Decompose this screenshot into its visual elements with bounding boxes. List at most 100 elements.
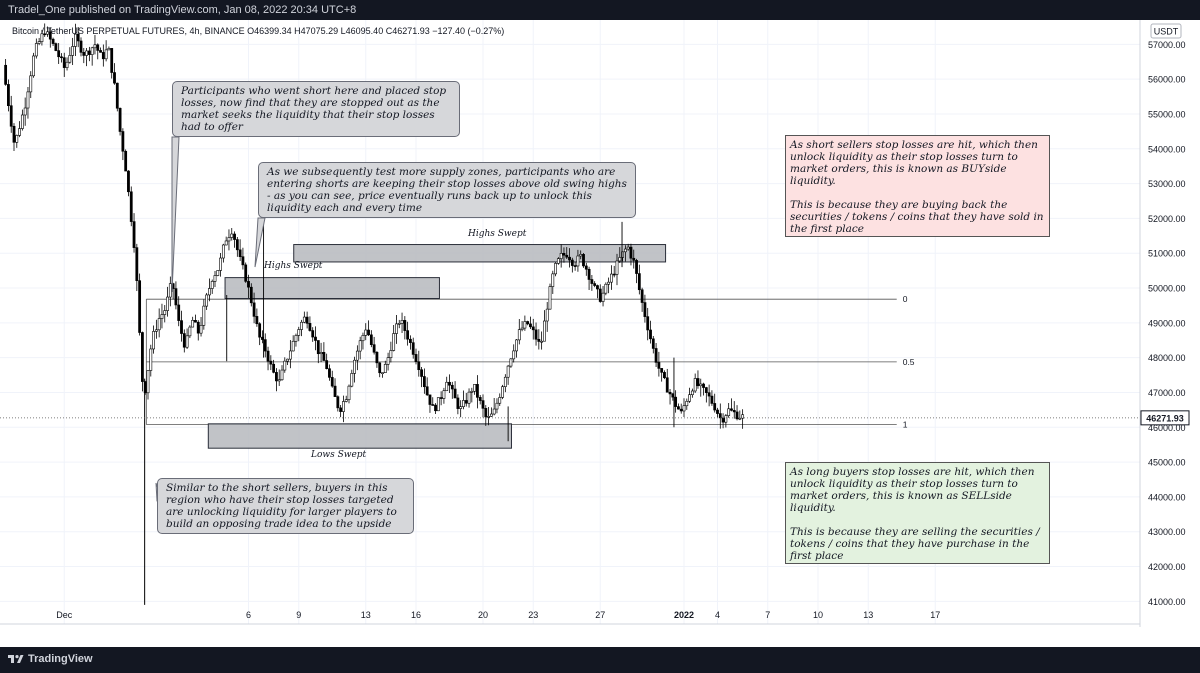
candle-body [188, 326, 192, 337]
candle-body [319, 352, 323, 355]
candle [649, 320, 652, 344]
sellside-liquidity-note[interactable]: As long buyers stop losses are hit, whic… [785, 462, 1050, 564]
candle-body [545, 308, 549, 322]
candle-body [135, 247, 139, 281]
candle [610, 265, 613, 290]
candle-body [269, 360, 273, 365]
candle-body [283, 360, 287, 371]
callout-supply-zones[interactable]: As we subsequently test more supply zone… [258, 162, 636, 218]
candle-body [230, 233, 234, 238]
candle [85, 47, 88, 67]
time-tick-label: Dec [56, 610, 73, 620]
candle-body [651, 338, 655, 349]
candle-body [37, 41, 41, 44]
candle-body [286, 358, 289, 362]
candle [369, 330, 373, 348]
candle-body [160, 314, 164, 319]
candle-body [593, 283, 597, 286]
candle-body [623, 248, 627, 253]
currency-badge[interactable]: USDT [1150, 23, 1182, 39]
price-tick-label: 52000.00 [1148, 214, 1186, 224]
candle [677, 403, 680, 410]
candle [741, 409, 745, 429]
candle [57, 43, 61, 64]
candle [46, 26, 49, 37]
candle [76, 27, 80, 48]
candle [344, 395, 348, 403]
candle [319, 342, 323, 363]
candle [503, 374, 507, 393]
candle-body [389, 350, 393, 359]
candle [29, 71, 33, 99]
candle-body [635, 260, 638, 274]
candle-body [233, 233, 236, 240]
candle [277, 369, 281, 386]
candle [196, 320, 200, 341]
candle-body [395, 323, 398, 334]
candle-body [400, 320, 404, 324]
candle [526, 320, 530, 326]
candle-body [607, 281, 611, 285]
price-tick-label: 48000.00 [1148, 353, 1186, 363]
candle-body [559, 253, 563, 259]
candle [322, 342, 326, 361]
candle [305, 311, 309, 329]
candle-body [422, 376, 426, 388]
candle [727, 403, 731, 418]
candle [127, 170, 130, 197]
liquidity-zones[interactable] [207, 244, 667, 449]
candle-body [459, 406, 463, 409]
candle [436, 397, 440, 412]
candle [716, 407, 719, 418]
candle [4, 59, 8, 86]
candle [551, 270, 555, 294]
candle [428, 394, 432, 413]
price-axis[interactable]: 41000.00 42000.00 43000.00 44000.00 45000.00… [1148, 40, 1186, 607]
candle-body [182, 333, 186, 348]
candle [506, 364, 510, 385]
candle-body [65, 61, 69, 68]
zone-label-highs-swept-lower: Highs Swept [264, 261, 323, 271]
candle [529, 316, 532, 330]
candle [168, 276, 172, 307]
price-tick-label: 55000.00 [1148, 109, 1186, 119]
candle [266, 346, 270, 371]
candle-body [121, 131, 125, 152]
price-tick-label: 43000.00 [1148, 527, 1186, 537]
candle [68, 47, 72, 64]
candle [615, 253, 619, 286]
candle-body [383, 364, 387, 373]
candle-body [381, 372, 384, 374]
candle [107, 46, 111, 51]
candle [584, 262, 588, 276]
candle [690, 388, 694, 398]
callout-long-stops[interactable]: Similar to the short sellers, buyers in … [157, 478, 414, 534]
candle [283, 357, 287, 373]
candle-body [702, 383, 705, 388]
candle-body [579, 254, 583, 257]
candle [601, 285, 605, 307]
candle-body [570, 259, 574, 266]
candle-body [721, 417, 725, 423]
candle-body [46, 31, 49, 35]
candle-body [453, 388, 457, 399]
candle [210, 279, 214, 294]
candle [395, 314, 398, 344]
candle [62, 52, 66, 77]
candle [252, 292, 256, 324]
candle-body [328, 368, 331, 378]
candle [216, 270, 220, 277]
candle-body [565, 254, 569, 258]
candle-body [682, 405, 686, 412]
candle-body [221, 244, 225, 259]
time-axis[interactable]: Dec 6 9 13 16 20 23 27 2022 4 7 10 13 17 [56, 610, 940, 620]
candle-body [194, 319, 197, 323]
candle [194, 314, 197, 323]
candle [300, 319, 303, 337]
candle-body [302, 316, 306, 323]
callout-short-stops[interactable]: Participants who went short here and pla… [172, 81, 460, 137]
candle-body [74, 33, 77, 47]
buyside-liquidity-note[interactable]: As short sellers stop losses are hit, wh… [785, 135, 1050, 237]
candle-body [347, 385, 351, 400]
tradingview-logo[interactable]: TradingView [8, 653, 93, 665]
